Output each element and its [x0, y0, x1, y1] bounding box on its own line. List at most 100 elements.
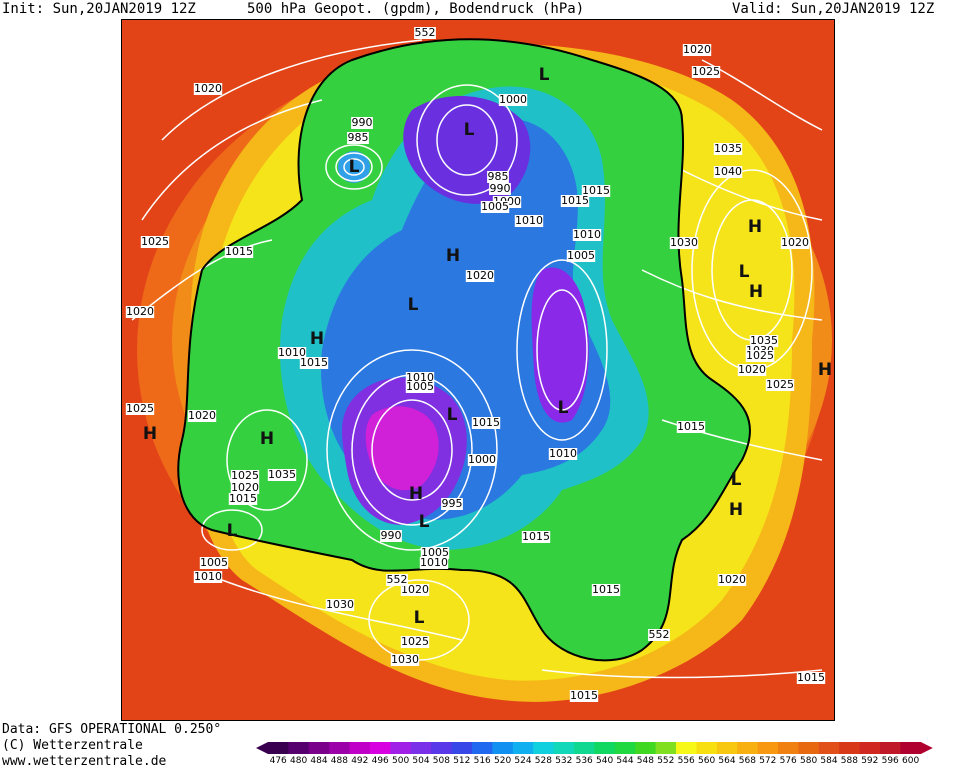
scale-swatch	[349, 742, 371, 754]
scale-swatch	[880, 742, 901, 754]
isobar-label: 1015	[797, 671, 825, 684]
geopot-label: 552	[387, 573, 408, 586]
low-pressure-marker: L	[731, 470, 742, 490]
scale-tick-label: 560	[698, 756, 715, 764]
isobar-label-bg	[419, 557, 449, 569]
isobar-label: 1010	[420, 556, 448, 569]
map-labels: 1010100510201025102010009909851035104098…	[125, 26, 832, 702]
scale-min-arrow	[256, 742, 268, 754]
isobar-label-bg	[277, 347, 307, 359]
isobar-label: 1025	[126, 402, 154, 415]
isobar-label-bg	[745, 350, 775, 362]
scale-swatch	[614, 742, 636, 754]
scale-swatch	[329, 742, 351, 754]
isobar-label-bg	[713, 166, 743, 178]
scale-swatch	[574, 742, 595, 754]
isobar-label: 1020	[683, 43, 711, 56]
weather-map: 1010100510201025102010009909851035104098…	[121, 19, 835, 721]
isobar-label: 990	[381, 529, 402, 542]
geopot-label-bg	[414, 27, 436, 39]
isobar-label-bg	[487, 171, 509, 183]
isobar-label: 1020	[194, 82, 222, 95]
scale-swatch	[533, 742, 555, 754]
isobar-label-bg	[796, 672, 826, 684]
isobar-label-bg	[480, 201, 510, 213]
isobar-label-bg	[717, 574, 747, 586]
scale-tick-label: 592	[861, 756, 878, 764]
isobar-label: 1010	[573, 228, 601, 241]
scale-tick-label: 488	[331, 756, 348, 764]
isobar-label-bg	[471, 417, 501, 429]
isobar-label: 995	[442, 497, 463, 510]
isobar-label-bg	[566, 250, 596, 262]
isobar-label: 1015	[522, 530, 550, 543]
scale-tick-label: 576	[780, 756, 797, 764]
isobar-label-bg	[467, 454, 497, 466]
isobar-label-bg	[199, 557, 229, 569]
geopot-label-bg	[386, 574, 408, 586]
scale-tick-label: 520	[494, 756, 511, 764]
low-pressure-marker: L	[227, 521, 238, 541]
website-link[interactable]: www.wetterzentrale.de	[2, 754, 167, 769]
isobar-label: 1010	[515, 214, 543, 227]
isobar-label: 1000	[499, 93, 527, 106]
high-pressure-marker: H	[446, 246, 460, 266]
scale-swatch	[492, 742, 514, 754]
isobar-label: 1025	[766, 378, 794, 391]
isobar-label-bg	[465, 270, 495, 282]
scale-tick-label: 596	[882, 756, 899, 764]
isobar-label: 1015	[677, 420, 705, 433]
isobar-label: 1025	[141, 235, 169, 248]
isobar-label-bg	[390, 654, 420, 666]
isobar-label-bg	[765, 379, 795, 391]
isobar-label: 1030	[391, 653, 419, 666]
valid-time: Valid: Sun,20JAN2019 12Z	[732, 1, 935, 17]
isobar-label: 1030	[670, 236, 698, 249]
high-pressure-marker: H	[310, 329, 324, 349]
isobar-label-bg	[299, 357, 329, 369]
scale-max-arrow	[920, 742, 933, 754]
scale-tick-label: 536	[576, 756, 593, 764]
scale-swatch	[696, 742, 718, 754]
isobar-label-bg	[228, 493, 258, 505]
isobar-label: 1005	[406, 380, 434, 393]
geopotential-552-contour	[177, 38, 752, 662]
scale-swatch	[778, 742, 799, 754]
scale-tick-label: 508	[433, 756, 450, 764]
init-time: Init: Sun,20JAN2019 12Z	[2, 1, 196, 17]
isobar-label: 1040	[714, 165, 742, 178]
isobar-label-bg	[676, 421, 706, 433]
isobar-label-bg	[267, 469, 297, 481]
isobar-label-bg	[572, 229, 602, 241]
isobar-label-bg	[193, 571, 223, 583]
isobar-label: 1005	[421, 546, 449, 559]
isobar-label: 985	[488, 170, 509, 183]
isobar-label: 1000	[468, 453, 496, 466]
map-title: 500 hPa Geopot. (gpdm), Bodendruck (hPa)	[247, 1, 585, 17]
isobar-label-bg	[514, 215, 544, 227]
low-pressure-marker: L	[414, 608, 425, 628]
scale-swatch	[655, 742, 677, 754]
isobar-label: 1020	[231, 481, 259, 494]
scale-swatch	[553, 742, 575, 754]
isobar-label-bg	[713, 143, 743, 155]
scale-swatch	[818, 742, 840, 754]
low-pressure-marker: L	[464, 120, 475, 140]
isobar-label-bg	[489, 183, 511, 195]
isobar-label-bg	[669, 237, 699, 249]
isobar-label: 1030	[326, 598, 354, 611]
high-pressure-marker: H	[818, 360, 832, 380]
isobar-label: 1015	[472, 416, 500, 429]
geopot-label: 552	[649, 628, 670, 641]
isobar-label: 1015	[570, 689, 598, 702]
isobar-label-bg	[569, 690, 599, 702]
isobar-label: 1035	[750, 334, 778, 347]
scale-tick-label: 524	[514, 756, 531, 764]
scale-swatch	[737, 742, 759, 754]
isobar-label-bg	[780, 237, 810, 249]
scale-tick-label: 532	[555, 756, 572, 764]
isobar-label-bg	[682, 44, 712, 56]
isobar-label: 990	[490, 182, 511, 195]
isobar-label-bg	[591, 584, 621, 596]
isobar-label: 1010	[549, 447, 577, 460]
